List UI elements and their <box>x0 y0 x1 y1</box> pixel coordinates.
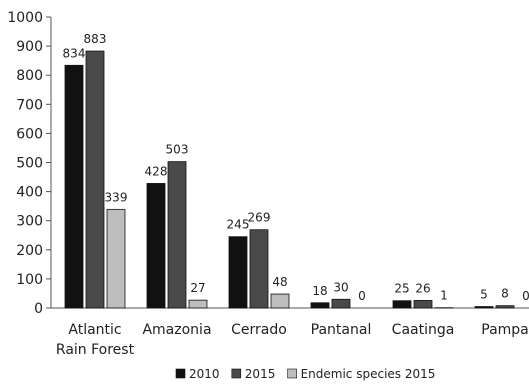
bar <box>392 300 412 309</box>
bar <box>249 229 269 309</box>
data-label: 883 <box>84 32 107 46</box>
bar <box>85 50 105 309</box>
data-label: 8 <box>501 287 509 301</box>
legend-label: 2010 <box>189 367 220 381</box>
data-label: 503 <box>166 143 189 157</box>
bar <box>228 236 248 309</box>
bar <box>64 64 84 309</box>
bar <box>188 299 208 309</box>
data-label: 5 <box>480 288 488 302</box>
y-tick-label: 500 <box>16 156 43 172</box>
bar <box>270 293 290 309</box>
data-label: 245 <box>227 218 250 232</box>
x-axis-labels: Atlantic Rain Forest Amazonia Cerrado Pantan… <box>56 322 529 358</box>
data-label: 269 <box>248 211 271 225</box>
x-category-label: Atlantic Rain Forest <box>56 322 135 358</box>
x-category-label: Caatinga <box>392 322 455 338</box>
x-category-label: Amazonia <box>142 322 211 338</box>
y-tick-label: 600 <box>16 126 43 142</box>
data-label: 30 <box>333 280 348 294</box>
legend-swatch <box>287 368 297 379</box>
legend-label: 2015 <box>245 367 276 381</box>
bar <box>167 161 187 309</box>
data-label: 1 <box>440 289 448 303</box>
legend-swatch <box>175 368 186 379</box>
data-label: 26 <box>415 281 430 295</box>
bar <box>146 183 166 309</box>
bar <box>331 298 351 309</box>
data-label: 428 <box>145 164 168 178</box>
bar <box>474 306 494 309</box>
y-tick-label: 1000 <box>7 10 43 26</box>
bar <box>495 305 515 309</box>
bar <box>413 300 433 309</box>
chart-legend: 2010 2015 Endemic species 2015 <box>175 367 436 381</box>
y-axis-ticks: 0 100 200 300 400 500 600 700 800 900 1000 <box>7 10 51 317</box>
data-label: 18 <box>312 284 327 298</box>
bar <box>106 208 126 309</box>
y-tick-label: 300 <box>16 214 43 230</box>
y-tick-label: 700 <box>16 97 43 113</box>
x-category-label: Pampa <box>481 322 529 338</box>
data-label: 0 <box>358 289 366 303</box>
y-tick-label: 900 <box>16 39 43 55</box>
data-label: 339 <box>105 190 128 204</box>
y-tick-label: 100 <box>16 272 43 288</box>
legend-swatch <box>231 368 242 379</box>
y-tick-label: 800 <box>16 68 43 84</box>
chart-bars <box>64 50 515 309</box>
data-label: 834 <box>63 46 86 60</box>
x-category-label: Pantanal <box>311 322 372 338</box>
y-tick-label: 0 <box>34 301 43 317</box>
legend-label: Endemic species 2015 <box>301 367 436 381</box>
data-label: 48 <box>272 275 287 289</box>
y-tick-label: 200 <box>16 243 43 259</box>
data-label: 0 <box>522 289 529 303</box>
data-label: 27 <box>190 281 205 295</box>
y-tick-label: 400 <box>16 185 43 201</box>
x-category-label: Cerrado <box>231 322 287 338</box>
bar <box>310 302 330 309</box>
data-label: 25 <box>394 282 409 296</box>
